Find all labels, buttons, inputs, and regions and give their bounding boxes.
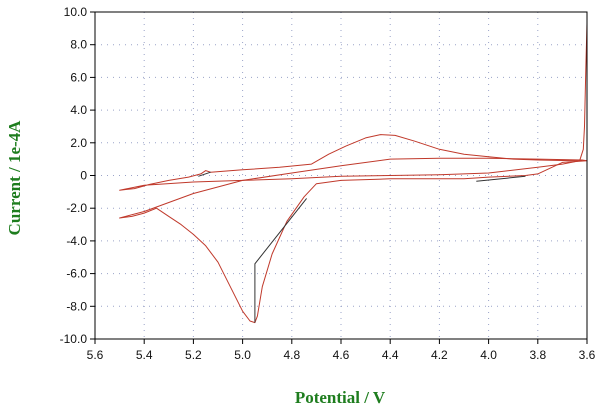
y-axis-ticks: 10.0 8.0 6.0 4.0 2.0 0 -2.0 -4.0 -6.0 -8.0 -10.0 [60, 5, 95, 346]
x-tick-label: 3.8 [529, 348, 546, 362]
y-tick-label: 6.0 [70, 70, 87, 84]
y-tick-label: -8.0 [66, 299, 87, 313]
x-tick-label: 4.2 [431, 348, 448, 362]
series-line-3 [476, 175, 526, 182]
y-tick-label: 8.0 [70, 38, 87, 52]
series-line-4 [198, 171, 211, 177]
y-axis-title: Current / 1e-4A [5, 120, 24, 236]
x-axis-title: Potential / V [295, 388, 386, 407]
x-tick-label: 5.4 [136, 348, 153, 362]
y-tick-label: -4.0 [66, 234, 87, 248]
y-tick-label: -2.0 [66, 201, 87, 215]
x-tick-label: 4.6 [333, 348, 350, 362]
y-tick-label: 10.0 [64, 5, 88, 19]
x-tick-label: 4.4 [382, 348, 399, 362]
x-tick-label: 5.2 [185, 348, 202, 362]
x-tick-label: 3.6 [579, 348, 596, 362]
series-line-1 [119, 157, 588, 324]
y-tick-label: -10.0 [60, 332, 88, 346]
x-tick-label: 5.6 [87, 348, 104, 362]
x-tick-label: 4.8 [283, 348, 300, 362]
y-tick-label: 2.0 [70, 136, 87, 150]
y-tick-label: -6.0 [66, 267, 87, 281]
series-line-0 [119, 23, 588, 191]
y-tick-label: 4.0 [70, 103, 87, 117]
grid-lines [95, 12, 587, 339]
series-layer [119, 23, 588, 324]
x-tick-label: 4.0 [480, 348, 497, 362]
series-line-2 [254, 198, 307, 323]
x-axis-ticks: 5.6 5.4 5.2 5.0 4.8 4.6 4.4 4.2 4.0 3.8 3.6 [87, 339, 596, 362]
x-tick-label: 5.0 [234, 348, 251, 362]
y-tick-label: 0 [80, 169, 87, 183]
